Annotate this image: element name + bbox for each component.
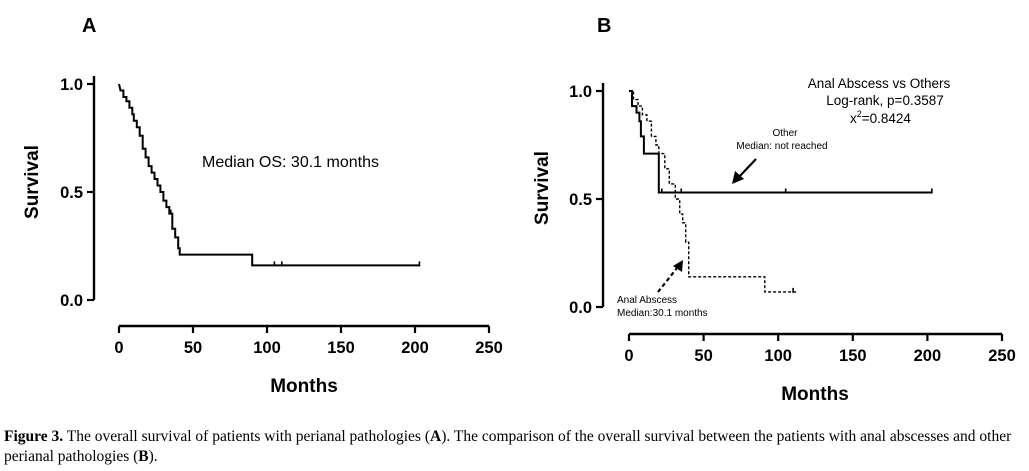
- panel-label-b: B: [597, 15, 611, 37]
- y-tick-label-a: 0.0: [60, 292, 83, 310]
- x-tick-label-a: 250: [475, 339, 503, 357]
- x-tick-label-a: 200: [401, 339, 429, 357]
- chart-panel-a: A Survival Months Median OS: 30.1 months…: [0, 0, 515, 415]
- x-tick-label-a: 50: [184, 339, 202, 357]
- x-tick-label-a: 100: [253, 339, 281, 357]
- x-tick-label-b: 250: [988, 347, 1016, 365]
- plot-area-a: 0.0 0.5 1.0 0 50 100 150 200 250: [60, 76, 503, 357]
- x-tick-label-b: 50: [694, 347, 712, 365]
- abscess-arrow: [657, 260, 683, 293]
- panel-label-a: A: [82, 15, 96, 37]
- x-tick-label-a: 150: [327, 339, 355, 357]
- caption-text-1: The overall survival of patients with pe…: [63, 428, 431, 445]
- chart-a-svg: A Survival Months Median OS: 30.1 months…: [22, 15, 503, 397]
- y-axis-title-a: Survival: [22, 145, 43, 219]
- y-tick-label-a: 1.0: [60, 76, 83, 94]
- figure-caption: Figure 3. The overall survival of patien…: [4, 427, 1026, 467]
- x-tick-label-b: 150: [839, 347, 867, 365]
- caption-ref-b: B: [138, 448, 149, 465]
- abscess-arrow-shaft: [657, 267, 678, 293]
- x-tick-label-b: 200: [914, 347, 942, 365]
- caption-text-3: ).: [148, 448, 158, 465]
- stats-comparison-title: Anal Abscess vs Others: [808, 76, 951, 91]
- y-tick-label-b: 1.0: [569, 83, 592, 101]
- other-median-label: Median: not reached: [736, 141, 827, 152]
- figure-label: Figure 3.: [4, 428, 64, 445]
- x-tick-label-b: 100: [764, 347, 792, 365]
- chart-b-svg: B Survival Months Anal Abscess vs Others…: [532, 15, 1016, 405]
- y-tick-label-a: 0.5: [60, 184, 83, 202]
- chi-value: =0.8424: [862, 111, 912, 126]
- y-tick-label-b: 0.0: [569, 299, 592, 317]
- stats-log-rank: Log-rank, p=0.3587: [826, 93, 943, 108]
- chi-symbol: x: [850, 111, 857, 126]
- abscess-group-label: Anal Abscess: [617, 295, 677, 306]
- x-tick-label-a: 0: [114, 339, 123, 357]
- caption-ref-a: A: [430, 428, 442, 445]
- x-tick-label-b: 0: [624, 347, 633, 365]
- stats-chi-square: x2=0.8424: [850, 109, 911, 126]
- other-group-label: Other: [772, 128, 798, 139]
- chart-panel-b: B Survival Months Anal Abscess vs Others…: [515, 0, 1029, 415]
- y-axis-title-b: Survival: [532, 151, 553, 225]
- survival-curve-b-0: [629, 90, 932, 194]
- chi-exponent: 2: [857, 109, 862, 119]
- caption-text-2: ). The comparison of the overall surviva…: [4, 428, 1012, 465]
- plot-area-b: 0.0 0.5 1.0 0 50 100 150 200 250: [569, 83, 1016, 365]
- survival-curve-a-0: [118, 83, 420, 267]
- abscess-median-label: Median:30.1 months: [617, 308, 708, 319]
- x-axis-title-a: Months: [270, 376, 338, 397]
- abscess-arrow-head: [673, 260, 683, 272]
- y-tick-label-b: 0.5: [569, 191, 592, 209]
- survival-curve-b-1: [629, 90, 797, 293]
- other-arrow: [732, 158, 757, 184]
- median-os-annotation: Median OS: 30.1 months: [202, 154, 379, 171]
- other-arrow-shaft: [737, 158, 757, 179]
- x-axis-title-b: Months: [781, 384, 849, 405]
- other-arrow-head: [732, 171, 744, 184]
